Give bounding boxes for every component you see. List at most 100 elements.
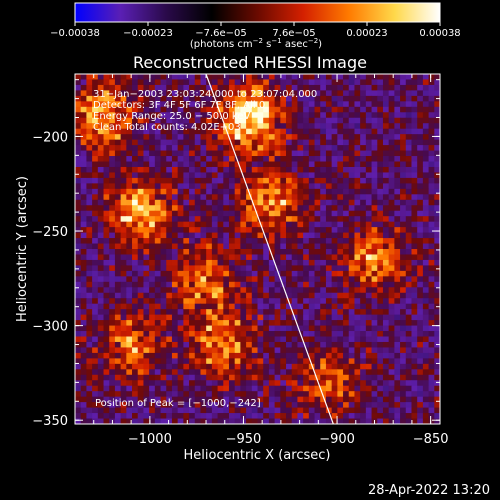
heatmap-cell [75, 150, 82, 157]
heatmap-cell [143, 145, 150, 151]
heatmap-cell [80, 177, 87, 184]
heatmap-cell [189, 232, 196, 239]
heatmap-cell [411, 227, 418, 233]
heatmap-cell [314, 418, 321, 424]
heatmap-cell [337, 199, 344, 206]
heatmap-cell [126, 309, 133, 316]
heatmap-cell [97, 128, 104, 135]
heatmap-cell [234, 188, 241, 195]
heatmap-cell [120, 298, 127, 305]
heatmap-cell [286, 331, 293, 337]
heatmap-cell [428, 145, 435, 151]
heatmap-cell [177, 298, 184, 305]
heatmap-cell [183, 227, 190, 233]
heatmap-cell [154, 418, 161, 424]
heatmap-cell [246, 156, 253, 162]
heatmap-cell [223, 128, 230, 135]
heatmap-cell [394, 281, 401, 288]
heatmap-cell [422, 139, 429, 146]
heatmap-cell [268, 402, 276, 408]
heatmap-cell [86, 101, 93, 108]
heatmap-cell [291, 177, 298, 184]
heatmap-cell [166, 259, 173, 266]
heatmap-cell [177, 249, 184, 255]
heatmap-cell [268, 232, 276, 239]
heatmap-cell [268, 276, 276, 283]
heatmap-cell [422, 166, 429, 173]
heatmap-cell [240, 320, 247, 326]
heatmap-cell [251, 254, 258, 261]
heatmap-cell [354, 374, 361, 381]
heatmap-cell [268, 216, 276, 223]
heatmap-cell [75, 309, 82, 316]
heatmap-cell [228, 112, 236, 119]
heatmap-cell [382, 90, 390, 97]
heatmap-cell [297, 145, 304, 151]
heatmap-cell [303, 128, 310, 135]
heatmap-cell [297, 341, 304, 348]
heatmap-cell [434, 156, 440, 162]
heatmap-cell [291, 402, 298, 408]
heatmap-cell [234, 380, 241, 387]
heatmap-cell [75, 101, 82, 108]
heatmap-cell [126, 95, 133, 102]
heatmap-cell [189, 407, 196, 414]
heatmap-cell [132, 150, 139, 157]
heatmap-cell [360, 106, 367, 113]
heatmap-cell [268, 347, 276, 354]
heatmap-cell [382, 391, 390, 398]
heatmap-cell [360, 320, 367, 326]
heatmap-cell [428, 418, 435, 424]
heatmap-cell [371, 281, 378, 288]
heatmap-cell [132, 413, 139, 419]
heatmap-cell [314, 117, 321, 124]
heatmap-cell [320, 101, 327, 108]
heatmap-cell [280, 74, 287, 80]
heatmap-cell [160, 413, 167, 419]
heatmap-cell [109, 391, 116, 398]
heatmap-cell [365, 232, 372, 239]
heatmap-cell [120, 79, 127, 86]
heatmap-cell [394, 352, 401, 359]
heatmap-cell [365, 309, 372, 316]
heatmap-cell [177, 188, 184, 195]
heatmap-cell [394, 287, 401, 294]
heatmap-cell [177, 309, 184, 316]
heatmap-cell [263, 112, 270, 119]
heatmap-cell [331, 265, 338, 272]
heatmap-cell [166, 374, 173, 381]
heatmap-cell [166, 336, 173, 343]
heatmap-cell [382, 232, 390, 239]
heatmap-cell [132, 139, 139, 146]
heatmap-cell [417, 172, 424, 179]
heatmap-cell [103, 183, 110, 190]
heatmap-cell [86, 276, 93, 283]
heatmap-cell [337, 369, 344, 376]
heatmap-cell [320, 396, 327, 403]
heatmap-cell [434, 172, 440, 179]
heatmap-cell [120, 385, 127, 392]
heatmap-cell [246, 358, 253, 365]
heatmap-cell [365, 249, 372, 255]
heatmap-cell [234, 166, 241, 173]
heatmap-cell [365, 106, 372, 113]
heatmap-cell [126, 84, 133, 91]
heatmap-cell [417, 396, 424, 403]
heatmap-cell [280, 325, 287, 332]
heatmap-cell [314, 156, 321, 162]
heatmap-cell [251, 391, 258, 398]
heatmap-cell [194, 238, 201, 244]
heatmap-cell [382, 156, 390, 162]
heatmap-cell [411, 188, 418, 195]
heatmap-cell [97, 276, 104, 283]
heatmap-cell [291, 194, 298, 201]
heatmap-cell [92, 303, 99, 310]
heatmap-cell [149, 227, 156, 233]
heatmap-cell [394, 418, 401, 424]
heatmap-cell [211, 254, 218, 261]
heatmap-cell [325, 320, 333, 326]
heatmap-cell [137, 221, 144, 228]
heatmap-cell [257, 374, 264, 381]
heatmap-cell [120, 161, 127, 168]
heatmap-cell [194, 259, 201, 266]
